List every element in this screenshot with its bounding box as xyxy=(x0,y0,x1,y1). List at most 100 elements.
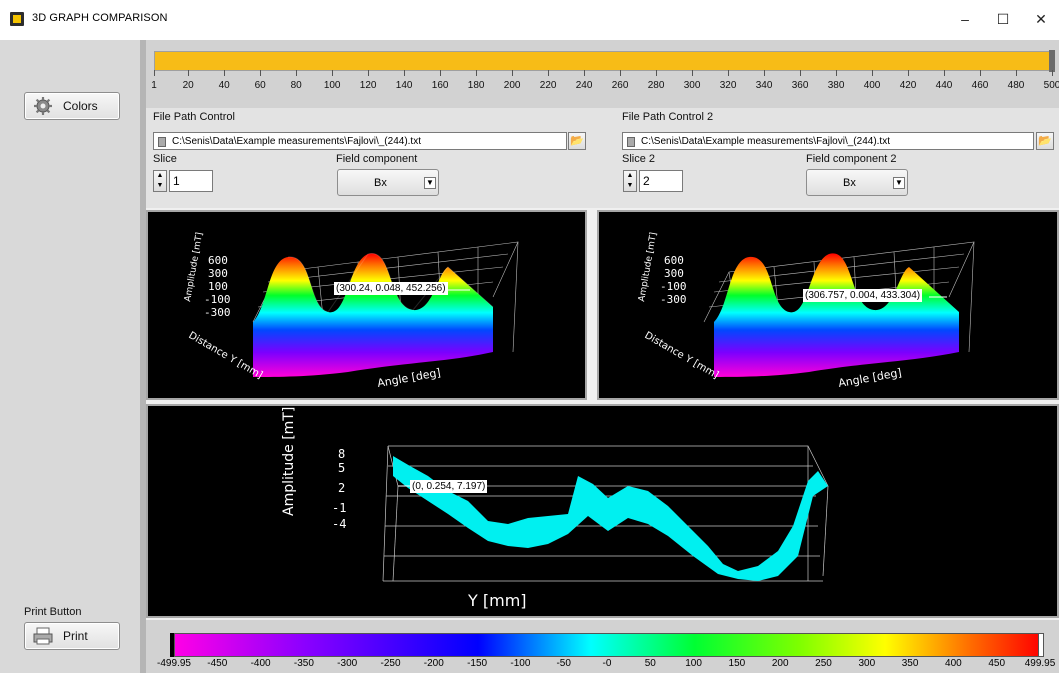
slice-numeric-input[interactable]: ▲ ▼ 1 xyxy=(153,170,213,192)
slider-tick-label: 420 xyxy=(899,80,917,91)
minimize-button[interactable]: – xyxy=(961,11,969,27)
file-path-2-value: C:\Senis\Data\Example measurements\Fajlo… xyxy=(641,136,890,147)
colorbar-label: 300 xyxy=(858,658,876,669)
svg-text:100: 100 xyxy=(208,280,228,293)
left-panel xyxy=(0,40,146,673)
color-scale-bar[interactable] xyxy=(174,633,1042,657)
chevron-down-icon: ▼ xyxy=(893,177,905,189)
slice-label: Slice xyxy=(153,153,177,165)
slider-tick-label: 360 xyxy=(791,80,809,91)
amplitude-axis-label: Amplitude [mT] xyxy=(183,232,205,303)
colorbar-max-cap xyxy=(1038,633,1044,657)
printer-icon xyxy=(33,627,53,645)
slider-tick-label: 60 xyxy=(254,80,266,91)
colorbar-label: 150 xyxy=(728,658,746,669)
slider-tick-label: 200 xyxy=(503,80,521,91)
field-component-2-select[interactable]: Bx ▼ xyxy=(806,169,908,196)
slider-tick xyxy=(188,70,190,76)
file-path-label: File Path Control xyxy=(153,111,235,123)
slider-tick-label: 80 xyxy=(290,80,302,91)
slice-2-label: Slice 2 xyxy=(622,153,656,165)
browse-folder-2-icon[interactable]: 📂 xyxy=(1036,132,1054,150)
graph-3d-bottom[interactable]: 8 5 2 -1 -4 Amplitude [mT] Y [mm] (0, 0.254,… xyxy=(146,404,1059,618)
slider-tick-label: 400 xyxy=(863,80,881,91)
svg-text:-100: -100 xyxy=(660,280,687,293)
field-component-select[interactable]: Bx ▼ xyxy=(337,169,439,196)
graph-1-cursor[interactable]: (300.24, 0.048, 452.256) xyxy=(334,282,448,295)
slider-tick-label: 340 xyxy=(755,80,773,91)
slider-tick xyxy=(764,70,766,76)
slider-tick-label: 380 xyxy=(827,80,845,91)
graph-3-cursor[interactable]: (0, 0.254, 7.197) xyxy=(410,480,488,493)
graph-3d-left[interactable]: 600 300 100 -100 -300 Amplitude [mT] Distanc… xyxy=(146,210,587,400)
print-button[interactable]: Print xyxy=(24,622,120,650)
colorbar-min-cap xyxy=(170,633,176,657)
svg-text:5: 5 xyxy=(338,461,345,475)
file-path-input[interactable]: C:\Senis\Data\Example measurements\Fajlo… xyxy=(153,132,567,150)
colorbar-label: -200 xyxy=(423,658,444,669)
colorbar-label: -450 xyxy=(207,658,228,669)
svg-text:600: 600 xyxy=(664,254,684,267)
slider-tick xyxy=(728,70,730,76)
gear-icon xyxy=(34,97,52,115)
maximize-button[interactable]: ☐ xyxy=(996,11,1010,27)
print-button-caption: Print Button xyxy=(24,606,82,618)
controls-panel: File Path Control C:\Senis\Data\Example … xyxy=(146,108,1059,208)
field-component-label: Field component xyxy=(336,153,418,165)
slider-tick xyxy=(154,70,155,76)
slider-tick xyxy=(476,70,478,76)
slice-2-value[interactable]: 2 xyxy=(639,170,683,192)
slider-tick xyxy=(620,70,622,76)
slider-tick xyxy=(368,70,370,76)
colors-button-label: Colors xyxy=(63,99,98,113)
field-component-2-value: Bx xyxy=(843,177,856,189)
app-icon xyxy=(10,12,24,26)
colorbar-label: 400 xyxy=(945,658,962,669)
slider-tick-label: 140 xyxy=(395,80,413,91)
slider-tick-label: 100 xyxy=(323,80,341,91)
colorbar-panel: -499.95 -450 -400 -350 -300 -250 -200 -150 -100 -… xyxy=(146,620,1059,673)
slider-tick-label: 180 xyxy=(467,80,485,91)
slider-tick xyxy=(512,70,514,76)
colorbar-label: -50 xyxy=(556,658,571,669)
close-button[interactable]: ✕ xyxy=(1035,11,1047,27)
slider-tick xyxy=(800,70,802,76)
chevron-down-icon: ▼ xyxy=(424,177,436,189)
slice-2-stepper-icon[interactable]: ▲ ▼ xyxy=(623,170,637,192)
file-path-value: C:\Senis\Data\Example measurements\Fajlo… xyxy=(172,136,421,147)
svg-text:-4: -4 xyxy=(332,517,346,531)
graph-3d-right[interactable]: 600 300 -100 -300 Amplitude [mT] Distance Y… xyxy=(597,210,1059,400)
field-component-2-label: Field component 2 xyxy=(806,153,897,165)
colorbar-label: -499.95 xyxy=(157,658,191,669)
slider-thumb[interactable] xyxy=(1049,50,1055,72)
slider-tick xyxy=(1052,70,1053,76)
svg-text:Y [mm]: Y [mm] xyxy=(467,591,527,610)
slice-slider[interactable] xyxy=(154,50,1055,72)
slider-tick-label: 440 xyxy=(935,80,953,91)
colorbar-label: 50 xyxy=(644,658,656,669)
distance-axis-label: Distance Y [mm] xyxy=(187,330,265,381)
slider-tick xyxy=(332,70,334,76)
slider-tick-label: 160 xyxy=(431,80,449,91)
slider-tick-label: 240 xyxy=(575,80,593,91)
browse-folder-icon[interactable]: 📂 xyxy=(568,132,586,150)
svg-text:8: 8 xyxy=(338,447,345,461)
svg-text:600: 600 xyxy=(208,254,228,267)
svg-text:Angle [deg]: Angle [deg] xyxy=(837,366,902,390)
slider-tick xyxy=(584,70,586,76)
slice-stepper-icon[interactable]: ▲ ▼ xyxy=(153,170,167,192)
slider-tick-label: 500 xyxy=(1043,80,1059,91)
graph-2-cursor[interactable]: (306.757, 0.004, 433.304) xyxy=(803,289,923,302)
colorbar-label: -250 xyxy=(380,658,401,669)
slice-value[interactable]: 1 xyxy=(169,170,213,192)
colors-button[interactable]: Colors xyxy=(24,92,120,120)
file-path-2-input[interactable]: C:\Senis\Data\Example measurements\Fajlo… xyxy=(622,132,1034,150)
colorbar-labels: -499.95 -450 -400 -350 -300 -250 -200 -150 -100 -… xyxy=(157,656,1055,672)
colorbar-label: 350 xyxy=(901,658,919,669)
file-path-2-icon xyxy=(627,137,635,147)
colorbar-label: -300 xyxy=(337,658,358,669)
colorbar-label: -0 xyxy=(602,658,612,669)
slice-2-numeric-input[interactable]: ▲ ▼ 2 xyxy=(623,170,683,192)
colorbar-label: 200 xyxy=(771,658,789,669)
